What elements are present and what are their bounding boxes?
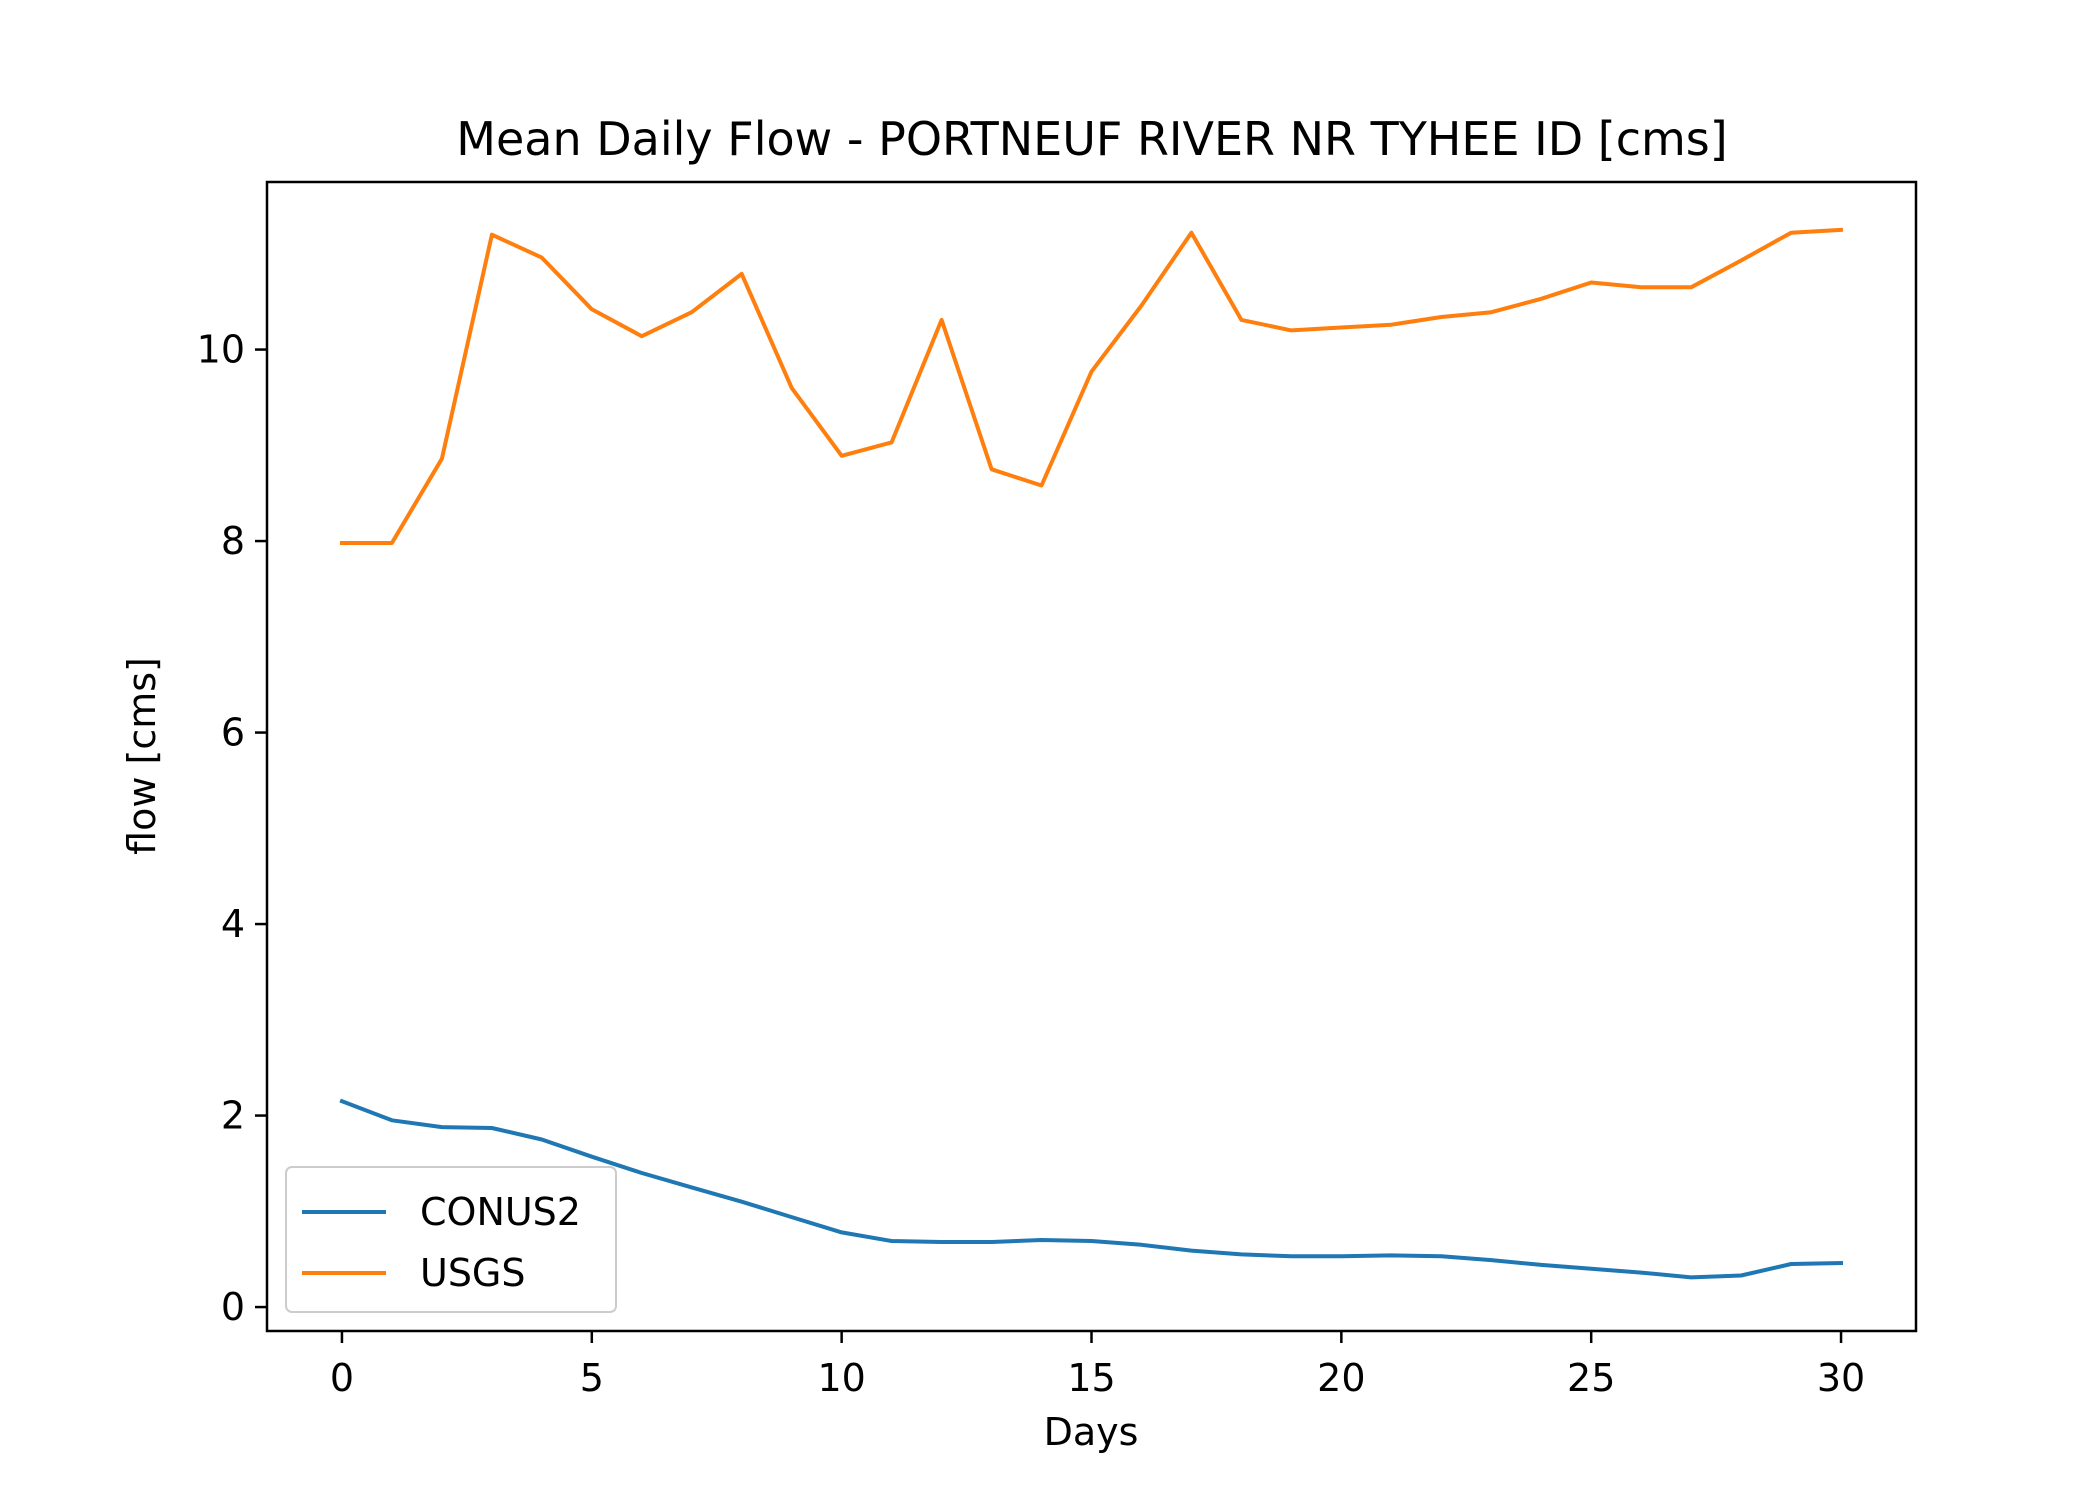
x-tick-label: 0	[330, 1356, 354, 1400]
chart-title: Mean Daily Flow - PORTNEUF RIVER NR TYHE…	[456, 112, 1727, 166]
x-tick-label: 30	[1817, 1356, 1865, 1400]
series-line-conus2	[339, 1098, 1844, 1280]
x-tick-label: 20	[1317, 1356, 1365, 1400]
plot-area: 0 5 10 15 20 25 30 0 2 4 6 8 10 CONUS2 USGS	[197, 180, 1918, 1400]
x-tick-label: 10	[817, 1356, 865, 1400]
y-tick-label: 4	[221, 902, 245, 946]
y-tick-label: 8	[221, 519, 245, 563]
legend-label-usgs: USGS	[420, 1251, 526, 1295]
y-tick-label: 2	[221, 1094, 245, 1138]
series-line-usgs	[340, 227, 1844, 545]
y-tick-label: 6	[221, 711, 245, 755]
x-tick-label: 25	[1567, 1356, 1615, 1400]
axes-frame	[265, 180, 1918, 1333]
legend-box	[285, 1166, 617, 1313]
y-axis-label: flow [cms]	[120, 657, 164, 855]
y-tick-label: 10	[197, 328, 245, 372]
legend-label-conus2: CONUS2	[420, 1190, 581, 1234]
x-tick-label: 5	[580, 1356, 604, 1400]
y-tick-label: 0	[221, 1285, 245, 1329]
x-tick-label: 15	[1067, 1356, 1115, 1400]
x-axis-label: Days	[1044, 1410, 1139, 1454]
